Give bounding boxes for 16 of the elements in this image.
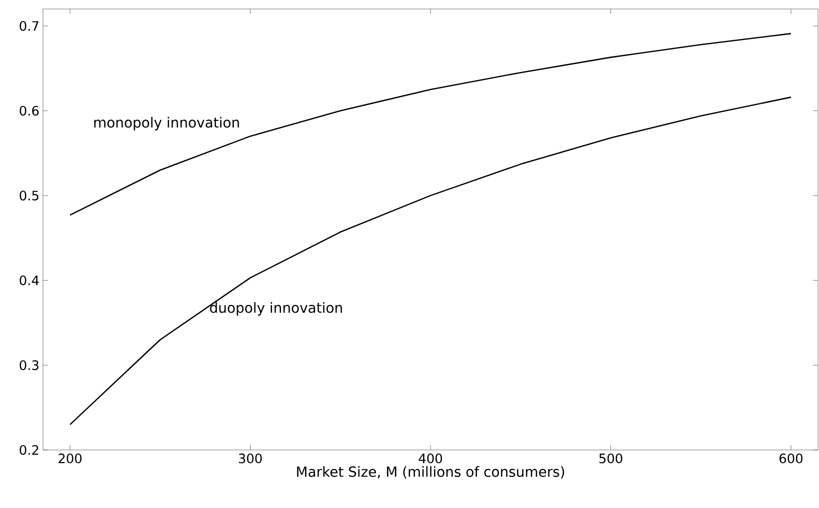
- y-tick-label: 0.5: [20, 190, 38, 200]
- x-axis-title: Market Size, M (millions of consumers): [297, 466, 564, 479]
- x-tick-label: 200: [58, 454, 82, 464]
- y-tick-label: 0.6: [20, 106, 39, 116]
- x-tick-label: 600: [780, 454, 802, 464]
- x-tick-label: 400: [418, 454, 442, 464]
- y-tick-label: 0.4: [20, 275, 39, 286]
- annotation: monopoly innovation: [94, 116, 239, 130]
- line-series: [69, 96, 792, 426]
- annotation: duopoly innovation: [210, 302, 342, 316]
- y-tick-label: 0.7: [20, 21, 38, 31]
- y-tick-label: 0.3: [20, 360, 38, 370]
- y-tick-label: 0.2: [20, 445, 38, 455]
- x-tick-label: 300: [238, 454, 262, 464]
- line-series: [69, 32, 792, 216]
- x-tick-label: 500: [599, 454, 622, 464]
